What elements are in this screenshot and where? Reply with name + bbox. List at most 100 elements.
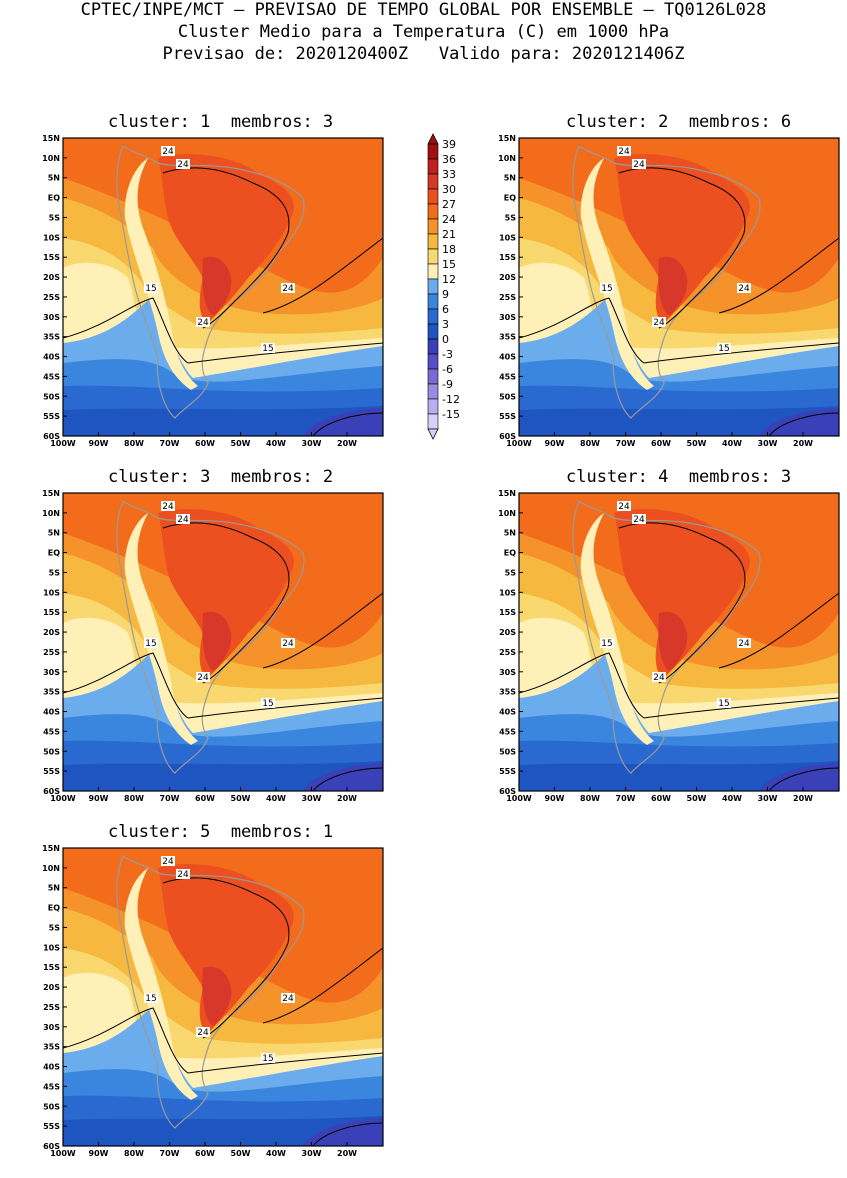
lat-label: 60S xyxy=(499,432,516,441)
legend-swatch xyxy=(427,203,439,220)
temp-band xyxy=(63,1116,383,1146)
lat-label: 40S xyxy=(499,353,516,362)
lat-label: 10S xyxy=(43,233,60,242)
lon-label: 80W xyxy=(124,439,144,448)
contour-label-bg xyxy=(144,283,158,293)
lat-label: 45S xyxy=(43,1082,60,1091)
lat-label: 40S xyxy=(43,1063,60,1072)
lat-label: 60S xyxy=(499,787,516,796)
lat-label: 45S xyxy=(43,727,60,736)
lat-label: 20S xyxy=(43,628,60,637)
andes-cool-strip xyxy=(580,513,654,745)
legend-swatch xyxy=(427,413,439,430)
lon-label: 30W xyxy=(302,1149,322,1158)
contour-label-bg xyxy=(600,638,614,648)
contour-label: 24 xyxy=(653,673,665,683)
contour-15 xyxy=(63,297,383,364)
lon-label: 70W xyxy=(616,439,636,448)
lat-label: 45S xyxy=(499,727,516,736)
lat-label: 15N xyxy=(42,134,60,143)
header-line2: Cluster Medio para a Temperatura (C) em … xyxy=(177,22,670,42)
header-line3: Previsao de: 2020120400Z Valido para: 20… xyxy=(162,44,685,64)
legend-arrow-bottom xyxy=(427,428,439,440)
lon-label: 50W xyxy=(231,794,251,803)
contour-15 xyxy=(63,652,383,719)
lon-label: 70W xyxy=(160,794,180,803)
contour-label: 24 xyxy=(653,318,665,328)
lon-label: 50W xyxy=(231,439,251,448)
lon-label: 40W xyxy=(722,439,742,448)
contour-15 xyxy=(519,297,839,364)
temp-band xyxy=(519,406,839,436)
temp-band xyxy=(303,1118,383,1146)
lat-label: EQ xyxy=(48,904,60,913)
temp-band xyxy=(303,408,383,436)
contour-label: 24 xyxy=(633,160,645,170)
contour-label: 24 xyxy=(197,673,209,683)
contour-0 xyxy=(312,412,383,436)
lat-label: 15N xyxy=(498,489,516,498)
contour-label-bg xyxy=(196,317,210,327)
lat-label: EQ xyxy=(504,549,516,558)
lat-label: 15N xyxy=(498,134,516,143)
map-frame xyxy=(62,847,384,1147)
contour-label-bg xyxy=(652,317,666,327)
coastline xyxy=(116,855,305,1129)
contour-label: 24 xyxy=(282,639,294,649)
contour-label-bg xyxy=(161,501,175,511)
continent-hottest-zone xyxy=(658,256,688,316)
lon-label: 20W xyxy=(793,794,813,803)
contour-24 xyxy=(262,592,383,669)
temp-band xyxy=(519,761,839,791)
legend-swatch xyxy=(427,338,439,355)
lat-label: 35S xyxy=(43,333,60,342)
legend-label: 33 xyxy=(442,168,456,181)
contour-24 xyxy=(618,522,746,684)
continent-hot-zone xyxy=(614,153,750,323)
legend-label: 0 xyxy=(442,333,449,346)
lon-label: 30W xyxy=(302,439,322,448)
legend-swatch xyxy=(427,308,439,325)
contour-label: 15 xyxy=(262,344,273,354)
lat-label: 10N xyxy=(42,509,60,518)
lon-label: 80W xyxy=(580,439,600,448)
contour-label-bg xyxy=(176,514,190,524)
lon-label: 60W xyxy=(195,1149,215,1158)
lon-label: 100W xyxy=(50,794,76,803)
contour-label: 24 xyxy=(282,994,294,1004)
contour-label-bg xyxy=(196,1027,210,1037)
contour-0 xyxy=(312,1122,383,1146)
contour-label-bg xyxy=(281,993,295,1003)
contour-label: 24 xyxy=(177,160,189,170)
continent-hot-zone xyxy=(158,508,294,678)
lat-label: 20S xyxy=(43,273,60,282)
contour-label: 24 xyxy=(282,284,294,294)
lat-label: 5S xyxy=(505,213,517,222)
legend-label: -12 xyxy=(442,393,460,406)
legend-swatch xyxy=(427,398,439,415)
lat-label: 15N xyxy=(42,489,60,498)
lon-label: 60W xyxy=(195,439,215,448)
contour-label: 15 xyxy=(145,994,156,1004)
legend-label: -3 xyxy=(442,348,453,361)
lat-label: 20S xyxy=(43,983,60,992)
lat-label: 10N xyxy=(42,864,60,873)
legend-swatch xyxy=(427,143,439,160)
lat-label: 5N xyxy=(48,174,60,183)
lat-label: 10S xyxy=(43,943,60,952)
lat-label: 25S xyxy=(43,293,60,302)
lat-label: EQ xyxy=(48,549,60,558)
lat-label: 40S xyxy=(43,708,60,717)
continent-hot-zone xyxy=(158,863,294,1033)
contour-label: 15 xyxy=(718,699,729,709)
lon-label: 90W xyxy=(89,794,109,803)
lon-label: 80W xyxy=(580,794,600,803)
map-frame xyxy=(518,137,840,437)
contour-label: 15 xyxy=(145,639,156,649)
contour-label: 24 xyxy=(197,318,209,328)
lon-label: 20W xyxy=(337,439,357,448)
contour-label: 15 xyxy=(262,1054,273,1064)
contour-label-bg xyxy=(737,638,751,648)
panel-title: cluster: 4 membros: 3 xyxy=(566,467,792,487)
lon-label: 20W xyxy=(337,794,357,803)
